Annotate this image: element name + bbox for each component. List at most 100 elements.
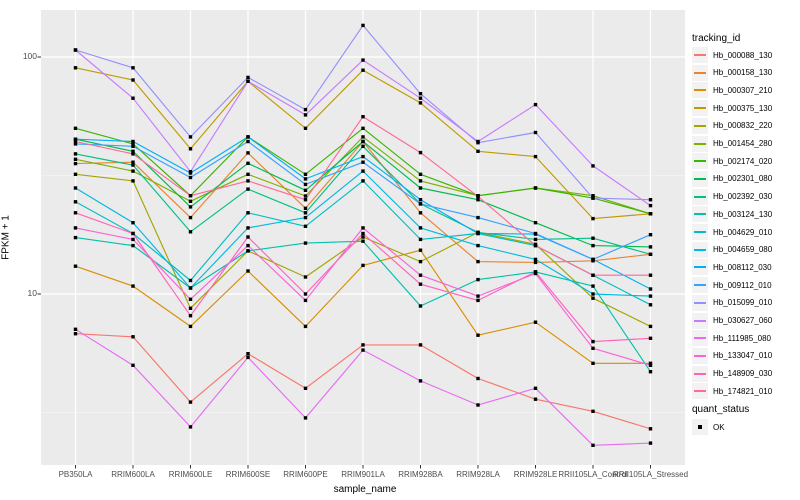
data-point[interactable] bbox=[361, 135, 365, 139]
legend-item-Hb_000832_220[interactable]: Hb_000832_220 bbox=[692, 117, 772, 134]
data-point[interactable] bbox=[303, 177, 308, 181]
data-point[interactable] bbox=[188, 205, 193, 209]
data-point[interactable] bbox=[361, 126, 365, 130]
data-point[interactable] bbox=[418, 343, 423, 347]
data-point[interactable] bbox=[476, 298, 480, 303]
data-point[interactable] bbox=[131, 152, 135, 156]
data-point[interactable] bbox=[303, 188, 308, 192]
data-point[interactable] bbox=[131, 237, 135, 242]
data-point[interactable] bbox=[418, 101, 423, 105]
data-point[interactable] bbox=[188, 135, 193, 139]
data-point[interactable] bbox=[533, 320, 538, 324]
data-point[interactable] bbox=[591, 257, 595, 262]
data-point[interactable] bbox=[476, 403, 480, 407]
data-point[interactable] bbox=[418, 186, 423, 190]
data-point[interactable] bbox=[188, 286, 193, 290]
data-point[interactable] bbox=[246, 235, 250, 239]
data-point[interactable] bbox=[591, 196, 595, 200]
data-point[interactable] bbox=[361, 23, 365, 28]
data-point[interactable] bbox=[303, 113, 308, 117]
data-point[interactable] bbox=[303, 215, 308, 220]
legend-item-Hb_002174_020[interactable]: Hb_002174_020 bbox=[692, 153, 772, 170]
data-point[interactable] bbox=[476, 277, 480, 282]
data-point[interactable] bbox=[418, 211, 423, 215]
data-point[interactable] bbox=[361, 160, 365, 164]
data-point[interactable] bbox=[418, 150, 423, 155]
data-point[interactable] bbox=[131, 231, 135, 236]
data-point[interactable] bbox=[361, 139, 365, 144]
data-point[interactable] bbox=[131, 179, 135, 183]
data-point[interactable] bbox=[131, 139, 135, 144]
data-point[interactable] bbox=[73, 157, 78, 161]
data-point[interactable] bbox=[73, 142, 78, 146]
data-point[interactable] bbox=[73, 327, 78, 331]
data-point[interactable] bbox=[648, 287, 653, 291]
legend-item-Hb_000375_130[interactable]: Hb_000375_130 bbox=[692, 100, 772, 117]
data-point[interactable] bbox=[648, 198, 653, 202]
data-point[interactable] bbox=[361, 169, 365, 173]
data-point[interactable] bbox=[73, 161, 78, 166]
data-point[interactable] bbox=[476, 215, 480, 220]
data-point[interactable] bbox=[246, 139, 250, 144]
data-point[interactable] bbox=[476, 149, 480, 153]
data-point[interactable] bbox=[303, 416, 308, 420]
data-point[interactable] bbox=[188, 170, 193, 174]
data-point[interactable] bbox=[246, 226, 250, 230]
data-point[interactable] bbox=[246, 211, 250, 215]
data-point[interactable] bbox=[246, 243, 250, 248]
data-point[interactable] bbox=[131, 144, 135, 148]
data-point[interactable] bbox=[648, 427, 653, 431]
data-point[interactable] bbox=[131, 335, 135, 339]
data-point[interactable] bbox=[476, 139, 480, 144]
data-point[interactable] bbox=[418, 379, 423, 383]
data-point[interactable] bbox=[303, 126, 308, 130]
data-point[interactable] bbox=[131, 160, 135, 164]
data-point[interactable] bbox=[188, 314, 193, 318]
data-point[interactable] bbox=[591, 339, 595, 344]
legend-item-Hb_133047_010[interactable]: Hb_133047_010 bbox=[692, 347, 772, 364]
data-point[interactable] bbox=[648, 363, 653, 367]
data-point[interactable] bbox=[73, 139, 78, 144]
data-point[interactable] bbox=[246, 269, 250, 273]
legend-item-Hb_030627_060[interactable]: Hb_030627_060 bbox=[692, 312, 772, 329]
data-point[interactable] bbox=[246, 161, 250, 165]
data-point[interactable] bbox=[533, 243, 538, 248]
data-point[interactable] bbox=[591, 236, 595, 240]
data-point[interactable] bbox=[246, 135, 250, 139]
data-point[interactable] bbox=[476, 333, 480, 337]
data-point[interactable] bbox=[533, 154, 538, 159]
data-point[interactable] bbox=[591, 194, 595, 198]
data-point[interactable] bbox=[361, 154, 365, 159]
legend-item-Hb_008112_030[interactable]: Hb_008112_030 bbox=[692, 259, 772, 276]
data-point[interactable] bbox=[418, 273, 423, 277]
data-point[interactable] bbox=[131, 78, 135, 82]
data-point[interactable] bbox=[418, 259, 423, 264]
data-point[interactable] bbox=[361, 343, 365, 347]
data-point[interactable] bbox=[648, 233, 653, 237]
data-point[interactable] bbox=[591, 361, 595, 365]
data-point[interactable] bbox=[303, 206, 308, 210]
legend-item-Hb_009112_010[interactable]: Hb_009112_010 bbox=[692, 277, 772, 294]
data-point[interactable] bbox=[648, 303, 653, 307]
data-point[interactable] bbox=[188, 297, 193, 301]
data-point[interactable] bbox=[73, 332, 78, 336]
data-point[interactable] bbox=[246, 79, 250, 83]
data-point[interactable] bbox=[303, 241, 308, 245]
data-point[interactable] bbox=[648, 336, 653, 340]
data-point[interactable] bbox=[533, 260, 538, 265]
data-point[interactable] bbox=[361, 144, 365, 148]
data-point[interactable] bbox=[131, 169, 135, 173]
data-point[interactable] bbox=[73, 226, 78, 230]
data-point[interactable] bbox=[648, 294, 653, 298]
data-point[interactable] bbox=[131, 363, 135, 367]
data-point[interactable] bbox=[188, 278, 193, 283]
data-point[interactable] bbox=[418, 304, 423, 308]
data-point[interactable] bbox=[73, 66, 78, 70]
legend-item-Hb_002301_080[interactable]: Hb_002301_080 bbox=[692, 170, 772, 187]
data-point[interactable] bbox=[188, 230, 193, 234]
data-point[interactable] bbox=[73, 172, 78, 176]
data-point[interactable] bbox=[246, 187, 250, 191]
data-point[interactable] bbox=[591, 296, 595, 300]
data-point[interactable] bbox=[303, 172, 308, 176]
data-point[interactable] bbox=[246, 75, 250, 80]
